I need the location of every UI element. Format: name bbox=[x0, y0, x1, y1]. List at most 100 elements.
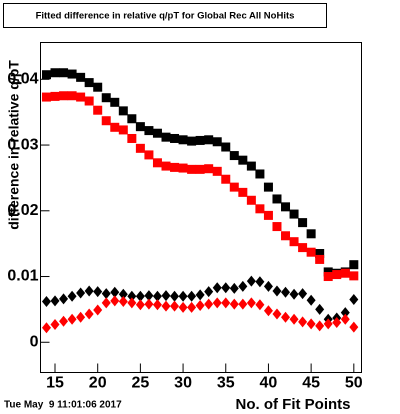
diamond-marker bbox=[101, 297, 111, 309]
diamond-marker bbox=[59, 315, 69, 327]
diamond-marker bbox=[340, 307, 350, 319]
diamond-marker bbox=[187, 290, 197, 302]
square-marker bbox=[298, 218, 308, 228]
diamond-marker bbox=[238, 298, 248, 310]
square-marker bbox=[349, 260, 359, 270]
square-marker bbox=[170, 162, 180, 172]
diamond-marker bbox=[93, 286, 103, 298]
square-marker bbox=[93, 82, 103, 92]
square-marker bbox=[281, 231, 291, 241]
diamond-marker bbox=[306, 318, 316, 330]
diamond-marker bbox=[281, 286, 291, 298]
square-marker bbox=[323, 267, 333, 277]
diamond-marker bbox=[298, 316, 308, 328]
diamond-marker bbox=[152, 299, 162, 311]
plot-frame bbox=[40, 42, 362, 373]
square-marker bbox=[93, 105, 103, 115]
square-marker bbox=[144, 126, 154, 136]
square-marker bbox=[41, 70, 51, 80]
diamond-marker bbox=[255, 299, 265, 311]
square-marker bbox=[59, 68, 69, 78]
square-marker bbox=[161, 161, 171, 171]
square-marker bbox=[289, 237, 299, 247]
diamond-marker bbox=[41, 322, 51, 334]
square-marker bbox=[161, 132, 171, 142]
diamond-marker bbox=[204, 298, 214, 310]
y-tick-label: 0 bbox=[30, 333, 39, 350]
x-tick-label: 45 bbox=[302, 375, 320, 392]
square-marker bbox=[229, 182, 239, 192]
diamond-marker bbox=[76, 311, 86, 323]
diamond-marker bbox=[289, 288, 299, 300]
diamond-marker bbox=[349, 294, 359, 306]
diamond-marker bbox=[127, 297, 137, 309]
diamond-marker bbox=[263, 305, 273, 317]
x-tick-label: 25 bbox=[131, 375, 149, 392]
square-marker bbox=[50, 68, 60, 78]
square-marker bbox=[101, 116, 111, 126]
diamond-marker bbox=[272, 308, 282, 320]
square-marker bbox=[281, 202, 291, 212]
x-tick-label: 20 bbox=[89, 375, 107, 392]
diamond-marker bbox=[255, 276, 265, 288]
diamond-marker bbox=[41, 296, 51, 308]
diamond-marker bbox=[204, 286, 214, 298]
y-tick-label: 0.02 bbox=[7, 202, 38, 219]
square-marker bbox=[84, 96, 94, 106]
diamond-marker bbox=[221, 282, 231, 294]
x-axis-label: No. of Fit Points bbox=[236, 396, 351, 413]
square-marker bbox=[59, 91, 69, 101]
square-marker bbox=[238, 187, 248, 197]
title-box bbox=[3, 3, 327, 28]
diamond-marker bbox=[187, 301, 197, 313]
square-marker bbox=[127, 114, 137, 124]
diamond-marker bbox=[144, 298, 154, 310]
diamond-marker bbox=[323, 318, 333, 330]
square-marker bbox=[306, 229, 316, 239]
square-marker bbox=[118, 125, 128, 135]
square-marker bbox=[41, 92, 51, 102]
diamond-marker bbox=[67, 313, 77, 325]
square-marker bbox=[195, 135, 205, 145]
diamond-marker bbox=[315, 320, 325, 332]
square-marker bbox=[263, 210, 273, 220]
diamond-marker bbox=[263, 280, 273, 292]
square-marker bbox=[204, 164, 214, 174]
diamond-marker bbox=[178, 290, 188, 302]
square-marker bbox=[135, 122, 145, 132]
diamond-marker bbox=[332, 317, 342, 329]
y-tick-label: 0.03 bbox=[7, 136, 38, 153]
timestamp: Tue May 9 11:01:06 2017 bbox=[4, 400, 122, 411]
diamond-marker bbox=[50, 295, 60, 307]
square-marker bbox=[229, 151, 239, 161]
diamond-marker bbox=[76, 287, 86, 299]
square-marker bbox=[332, 270, 342, 280]
diamond-marker bbox=[246, 275, 256, 287]
diamond-marker bbox=[135, 290, 145, 302]
square-marker bbox=[67, 69, 77, 79]
square-marker bbox=[84, 78, 94, 88]
diamond-marker bbox=[246, 297, 256, 309]
square-marker bbox=[170, 133, 180, 143]
diamond-marker bbox=[144, 290, 154, 302]
square-marker bbox=[323, 272, 333, 282]
square-marker bbox=[135, 143, 145, 153]
square-marker bbox=[221, 174, 231, 184]
square-marker bbox=[246, 161, 256, 171]
x-tick-label: 30 bbox=[174, 375, 192, 392]
diamond-marker bbox=[229, 282, 239, 294]
diamond-marker bbox=[50, 319, 60, 331]
square-marker bbox=[349, 271, 359, 281]
square-marker bbox=[246, 195, 256, 205]
square-marker bbox=[76, 92, 86, 102]
diamond-marker bbox=[195, 299, 205, 311]
diamond-marker bbox=[212, 282, 222, 294]
square-marker bbox=[118, 106, 128, 116]
diamond-marker bbox=[340, 313, 350, 325]
diamond-marker bbox=[93, 304, 103, 316]
square-marker bbox=[195, 164, 205, 174]
y-tick-label: 0.01 bbox=[7, 268, 38, 285]
square-marker bbox=[127, 133, 137, 143]
diamond-marker bbox=[110, 295, 120, 307]
